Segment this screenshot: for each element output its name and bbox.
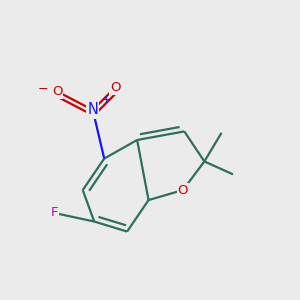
Text: F: F [50,206,58,219]
Text: O: O [110,81,121,94]
Text: −: − [38,83,49,96]
Text: N: N [87,102,98,117]
Text: O: O [52,85,62,98]
Text: +: + [102,95,111,105]
Text: O: O [178,184,188,196]
